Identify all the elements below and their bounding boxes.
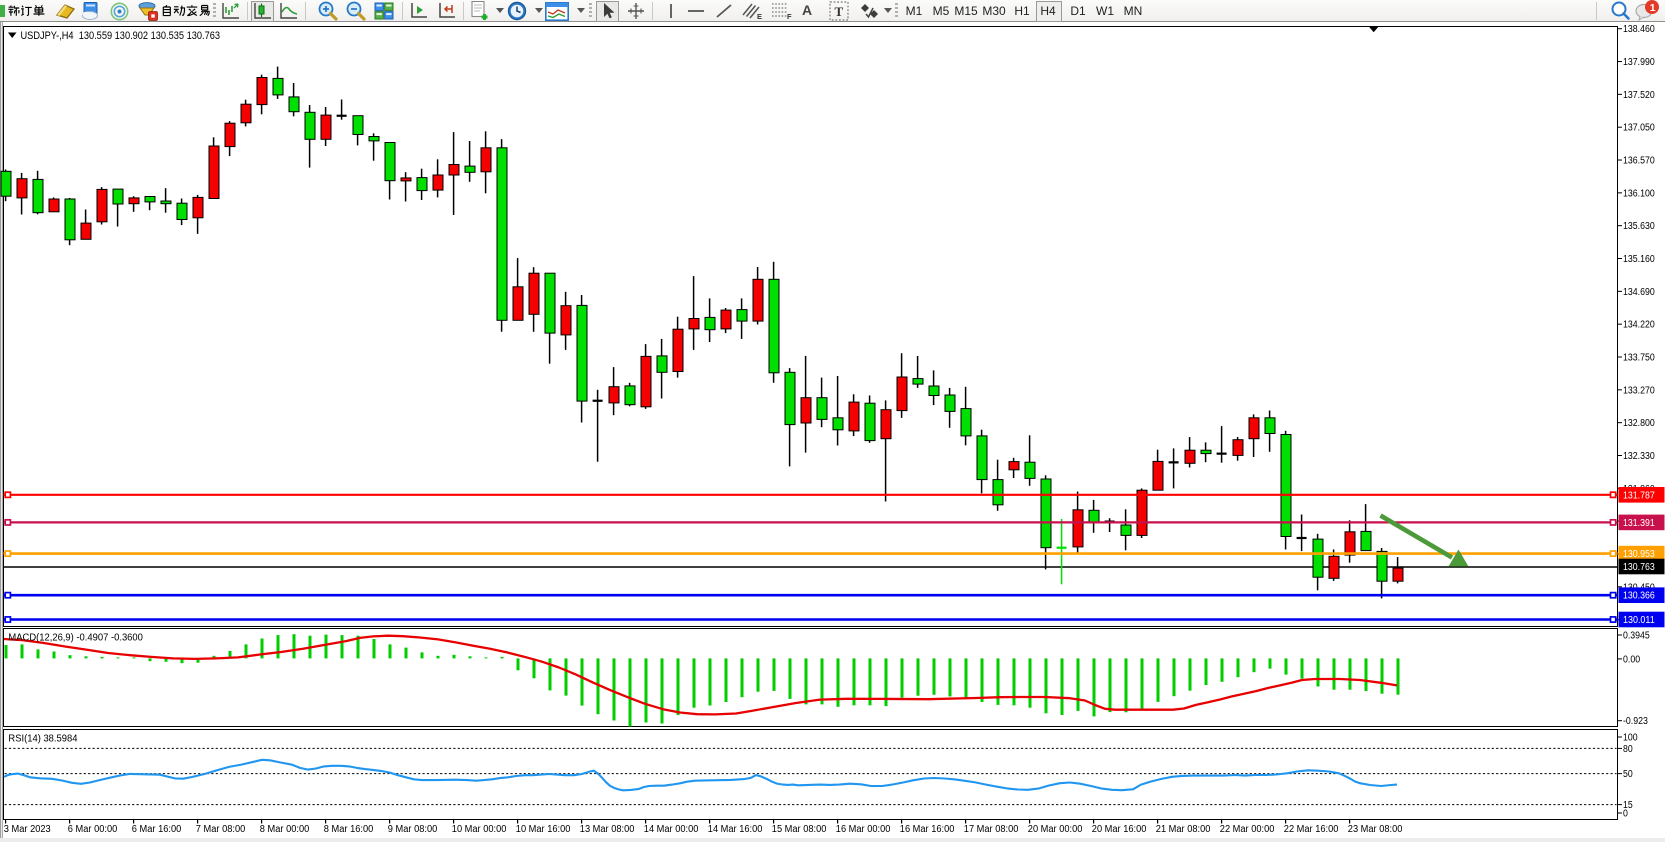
svg-text:8 Mar 16:00: 8 Mar 16:00	[324, 824, 374, 835]
svg-text:E: E	[757, 12, 762, 20]
svg-text:16 Mar 16:00: 16 Mar 16:00	[900, 824, 955, 835]
svg-text:20 Mar 16:00: 20 Mar 16:00	[1092, 824, 1147, 835]
svg-text:136.570: 136.570	[1623, 156, 1655, 167]
svg-text:6 Mar 00:00: 6 Mar 00:00	[68, 824, 118, 835]
svg-text:130.763: 130.763	[1623, 562, 1655, 573]
svg-text:-0.923: -0.923	[1623, 716, 1648, 727]
svg-text:F: F	[787, 12, 792, 20]
svg-text:130.953: 130.953	[1623, 549, 1655, 560]
svg-text:134.220: 134.220	[1623, 320, 1655, 331]
svg-text:138.460: 138.460	[1623, 24, 1655, 35]
svg-text:RSI(14) 38.5984: RSI(14) 38.5984	[8, 733, 78, 744]
svg-text:0: 0	[1623, 809, 1628, 820]
svg-text:16 Mar 00:00: 16 Mar 00:00	[836, 824, 891, 835]
svg-text:15: 15	[1623, 800, 1633, 811]
svg-text:7 Mar 08:00: 7 Mar 08:00	[196, 824, 246, 835]
svg-text:133.270: 133.270	[1623, 385, 1655, 396]
svg-text:130.366: 130.366	[1623, 591, 1655, 602]
svg-text:100: 100	[1623, 733, 1638, 744]
svg-text:14 Mar 16:00: 14 Mar 16:00	[708, 824, 763, 835]
svg-text:21 Mar 08:00: 21 Mar 08:00	[1156, 824, 1211, 835]
svg-text:22 Mar 16:00: 22 Mar 16:00	[1284, 824, 1339, 835]
svg-text:17 Mar 08:00: 17 Mar 08:00	[964, 824, 1019, 835]
svg-text:135.160: 135.160	[1623, 254, 1655, 265]
svg-text:10 Mar 16:00: 10 Mar 16:00	[516, 824, 571, 835]
svg-text:131.787: 131.787	[1623, 490, 1655, 501]
svg-text:0.3945: 0.3945	[1623, 631, 1650, 642]
svg-text:132.800: 132.800	[1623, 418, 1655, 429]
svg-text:USDJPY-,H4 130.559 130.902 13: USDJPY-,H4 130.559 130.902 130.535 130.7…	[21, 30, 221, 42]
svg-text:10 Mar 00:00: 10 Mar 00:00	[452, 824, 507, 835]
svg-text:8 Mar 00:00: 8 Mar 00:00	[260, 824, 310, 835]
svg-text:6 Mar 16:00: 6 Mar 16:00	[132, 824, 182, 835]
svg-text:15 Mar 08:00: 15 Mar 08:00	[772, 824, 827, 835]
svg-text:23 Mar 08:00: 23 Mar 08:00	[1348, 824, 1403, 835]
svg-text:80: 80	[1623, 744, 1633, 755]
svg-text:133.750: 133.750	[1623, 353, 1655, 364]
svg-text:134.690: 134.690	[1623, 287, 1655, 298]
svg-text:137.050: 137.050	[1623, 123, 1655, 134]
svg-text:136.100: 136.100	[1623, 188, 1655, 199]
svg-text:50: 50	[1623, 769, 1633, 780]
svg-text:132.330: 132.330	[1623, 451, 1655, 462]
svg-text:131.391: 131.391	[1623, 518, 1655, 529]
svg-text:137.990: 137.990	[1623, 57, 1655, 68]
svg-text:T: T	[835, 4, 844, 19]
svg-text:20 Mar 00:00: 20 Mar 00:00	[1028, 824, 1083, 835]
svg-text:1: 1	[1650, 2, 1656, 14]
svg-text:0.00: 0.00	[1623, 654, 1640, 665]
svg-text:3 Mar 2023: 3 Mar 2023	[4, 824, 51, 835]
svg-text:135.630: 135.630	[1623, 221, 1655, 232]
svg-text:130.011: 130.011	[1623, 615, 1655, 626]
svg-text:14 Mar 00:00: 14 Mar 00:00	[644, 824, 699, 835]
svg-text:13 Mar 08:00: 13 Mar 08:00	[580, 824, 635, 835]
svg-text:MACD(12,26,9) -0.4907 -0.3600: MACD(12,26,9) -0.4907 -0.3600	[8, 632, 143, 643]
svg-text:9 Mar 08:00: 9 Mar 08:00	[388, 824, 438, 835]
svg-text:137.520: 137.520	[1623, 90, 1655, 101]
svg-text:22 Mar 00:00: 22 Mar 00:00	[1220, 824, 1275, 835]
